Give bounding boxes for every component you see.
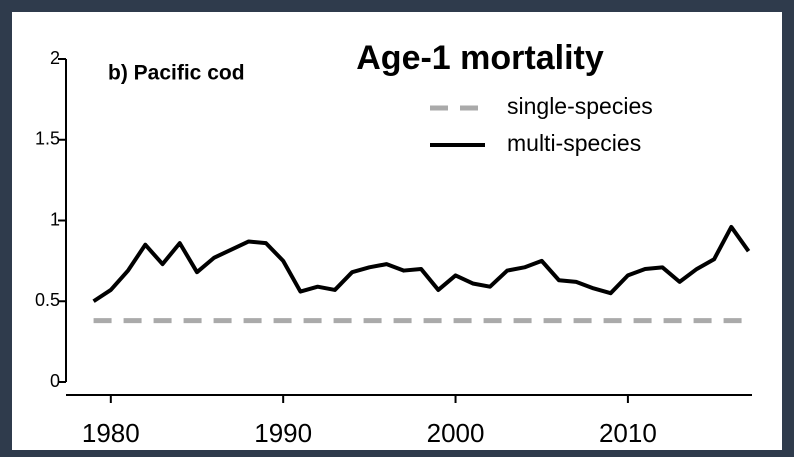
y-tick-label: 0 [50, 371, 60, 391]
y-tick-label: 2 [50, 48, 60, 68]
plot-background [12, 12, 782, 450]
x-tick-label: 2000 [427, 418, 485, 448]
chart-title: Age-1 mortality [356, 39, 604, 77]
y-tick-label: 0.5 [35, 290, 60, 310]
x-tick-label: 2010 [599, 418, 657, 448]
chart-subtitle: b) Pacific cod [108, 62, 245, 85]
x-tick-label: 1980 [82, 418, 140, 448]
y-tick-label: 1.5 [35, 129, 60, 149]
series-line [92, 224, 751, 303]
x-tick-label: 1990 [254, 418, 312, 448]
y-tick-label: 1 [50, 209, 60, 229]
legend-label: multi-species [507, 130, 641, 156]
legend-label: single-species [507, 93, 653, 119]
